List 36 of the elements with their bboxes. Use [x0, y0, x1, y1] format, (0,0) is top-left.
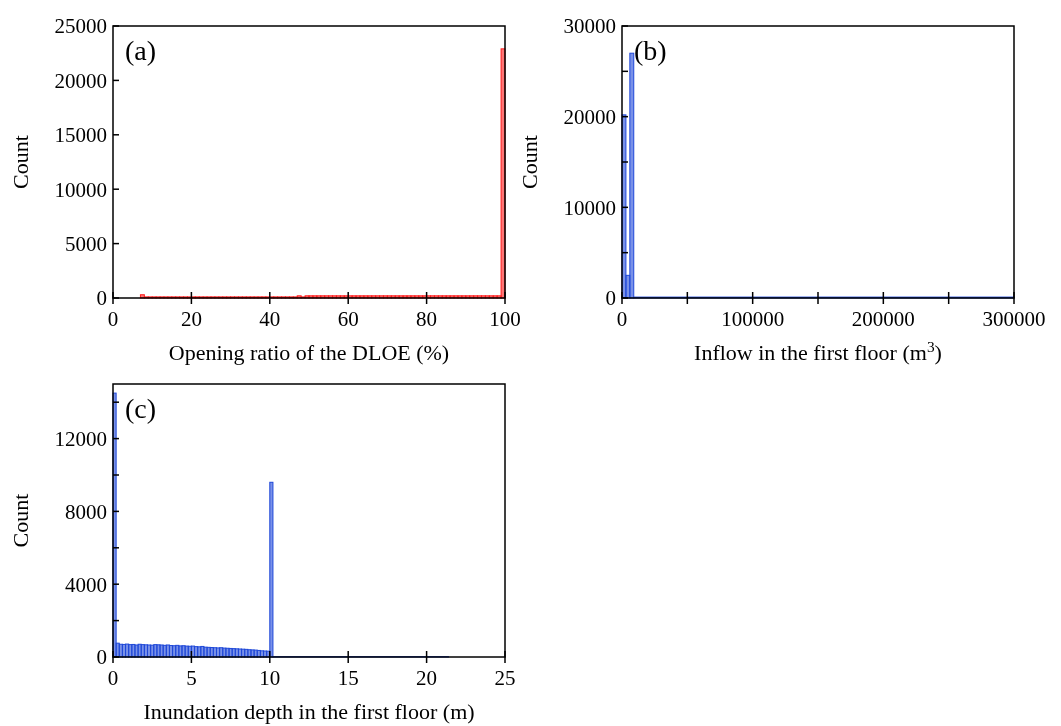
y-tick-label: 10000	[563, 195, 616, 220]
x-tick-label: 25	[494, 666, 516, 690]
x-axis-title: Opening ratio of the DLOE (%)	[168, 340, 450, 365]
x-tick-label: 100000	[721, 307, 785, 331]
x-tick-label: 40	[259, 307, 281, 331]
y-tick-label: 12000	[54, 426, 107, 451]
y-tick-label: 5000	[65, 231, 107, 256]
y-tick-label: 20000	[54, 68, 107, 93]
x-tick-label: 15	[337, 666, 359, 690]
x-tick-label: 20	[180, 307, 202, 331]
y-tick-label: 0	[96, 286, 107, 311]
x-tick-label: 5	[186, 666, 197, 690]
y-axis-title: Count	[8, 135, 33, 189]
y-tick-label: 10000	[54, 177, 107, 202]
x-axis-title: Inundation depth in the first floor (m)	[143, 699, 475, 724]
annotation: (a)	[125, 35, 157, 66]
x-tick-label: 10	[259, 666, 281, 690]
y-axis-title: Count	[8, 493, 33, 548]
x-tick-label: 100	[489, 307, 521, 331]
x-tick-label: 200000	[851, 307, 915, 331]
x-tick-label: 20	[416, 666, 438, 690]
y-axis-title: Count	[517, 135, 542, 189]
x-tick-label: 300000	[982, 307, 1046, 331]
y-tick-label: 20000	[563, 105, 616, 130]
annotation: (c)	[125, 393, 157, 424]
x-tick-label: 80	[416, 307, 438, 331]
y-tick-label: 8000	[65, 499, 107, 524]
y-tick-label: 0	[605, 286, 616, 311]
y-tick-label: 30000	[563, 14, 616, 39]
y-tick-label: 15000	[54, 123, 107, 148]
y-tick-label: 25000	[54, 14, 107, 39]
annotation: (b)	[634, 35, 667, 66]
x-tick-label: 60	[337, 307, 359, 331]
y-tick-label: 0	[96, 645, 107, 670]
y-tick-label: 4000	[65, 572, 107, 597]
x-axis-title: Inflow in the first floor (m$^{3}$)	[694, 337, 942, 365]
